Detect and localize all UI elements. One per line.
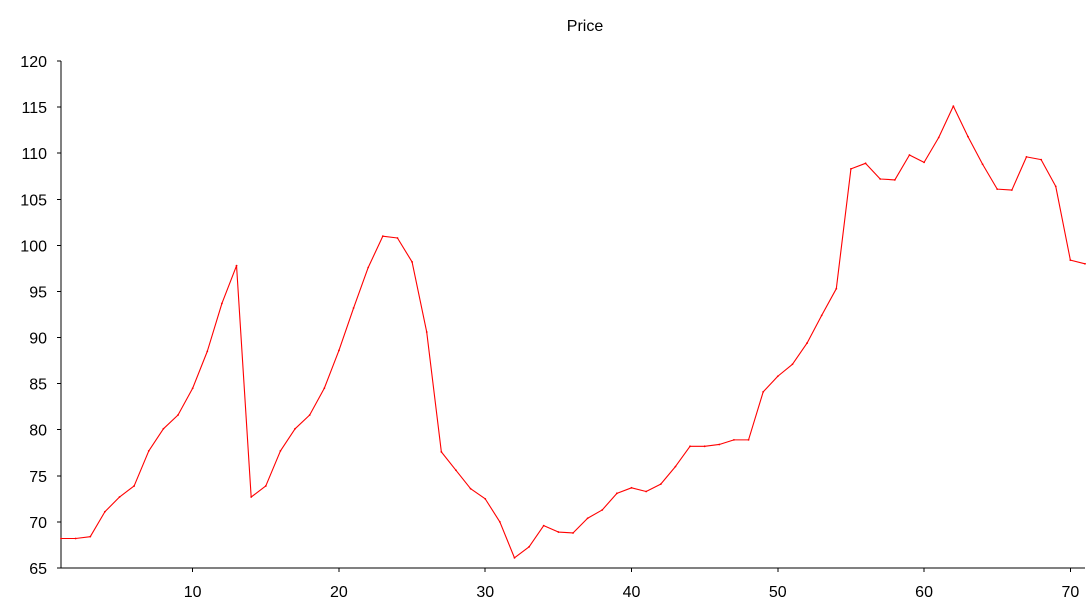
data-point: [191, 387, 194, 390]
series-line: [61, 105, 1086, 559]
data-point: [615, 492, 618, 495]
data-point: [352, 307, 355, 309]
y-tick-label: 80: [29, 423, 47, 440]
data-point: [1010, 189, 1013, 191]
data-point: [338, 349, 340, 352]
data-point: [1084, 262, 1086, 265]
data-point: [74, 537, 77, 540]
data-point: [586, 517, 589, 520]
x-tick-label: 60: [915, 584, 933, 601]
data-point: [601, 509, 604, 511]
y-tick-label: 105: [20, 192, 47, 209]
data-point: [806, 342, 808, 344]
y-tick-label: 65: [29, 561, 47, 578]
data-point: [557, 531, 560, 533]
axes: [57, 60, 1085, 572]
data-point: [835, 287, 838, 290]
y-tick-label: 85: [29, 377, 47, 394]
y-tick-label: 115: [21, 100, 47, 117]
data-point: [323, 387, 326, 390]
y-tick-label: 90: [29, 331, 47, 348]
x-tick-label: 10: [184, 584, 202, 601]
y-tick-label: 110: [21, 146, 47, 163]
data-point: [747, 438, 750, 441]
data-point: [498, 521, 501, 523]
data-point: [528, 545, 531, 548]
data-point: [177, 414, 179, 416]
data-point: [762, 391, 765, 393]
y-tick-label: 75: [29, 469, 47, 486]
data-point: [630, 486, 633, 489]
data-point: [425, 331, 428, 333]
data-point: [820, 314, 823, 317]
y-tick-label: 100: [20, 238, 47, 255]
data-point: [733, 438, 735, 441]
data-point: [659, 483, 662, 486]
data-point: [235, 264, 238, 267]
x-tick-label: 20: [330, 584, 348, 601]
data-point: [864, 162, 867, 165]
data-point: [396, 237, 399, 239]
data-point: [1040, 158, 1043, 161]
data-point: [118, 496, 121, 498]
x-tick-label: 70: [1061, 584, 1079, 601]
data-point: [294, 427, 296, 430]
data-point: [996, 188, 999, 191]
data-point: [484, 497, 487, 500]
data-point: [206, 350, 209, 353]
data-point: [1069, 259, 1072, 262]
data-point: [455, 469, 457, 472]
data-point: [147, 450, 150, 452]
data-point: [674, 465, 677, 468]
data-point: [133, 485, 136, 487]
data-point: [703, 445, 706, 448]
data-point: [89, 535, 92, 538]
data-point: [381, 235, 384, 238]
y-tick-label: 70: [29, 515, 47, 532]
data-point: [469, 487, 472, 490]
data-point: [850, 167, 852, 170]
data-point: [952, 105, 955, 108]
data-point: [718, 443, 721, 446]
data-point: [1054, 185, 1057, 188]
data-point: [60, 537, 62, 540]
chart-title: Price: [566, 18, 604, 35]
data-point: [908, 154, 911, 156]
data-point: [689, 445, 691, 448]
data-point: [645, 490, 648, 493]
data-point: [791, 363, 794, 366]
x-tick-label: 30: [476, 584, 494, 601]
data-point: [893, 179, 896, 181]
data-point: [264, 485, 267, 487]
data-point: [221, 302, 223, 305]
data-point: [367, 266, 370, 269]
y-tick-label: 95: [29, 284, 47, 301]
data-point: [937, 136, 940, 139]
y-tick-label: 120: [20, 54, 47, 71]
data-point: [250, 496, 253, 498]
data-point: [542, 524, 545, 527]
data-point: [572, 532, 574, 534]
data-point: [967, 135, 969, 138]
data-point: [411, 261, 413, 263]
data-point: [279, 450, 282, 452]
data-point: [440, 450, 443, 453]
data-point: [308, 414, 311, 416]
data-point: [162, 427, 165, 430]
data-point: [879, 178, 882, 180]
data-point: [103, 510, 106, 513]
data-point: [776, 375, 779, 378]
data-point: [981, 163, 984, 166]
series-layer: [60, 105, 1086, 559]
x-tick-label: 50: [769, 584, 787, 601]
tick-labels: 65 70 75 80 85 90 95 100 105 110 115 120 10 20 30 40 50 6…: [20, 54, 1079, 601]
data-point: [513, 556, 516, 559]
data-point: [1025, 155, 1028, 158]
data-point: [923, 161, 925, 164]
x-tick-label: 40: [623, 584, 641, 601]
